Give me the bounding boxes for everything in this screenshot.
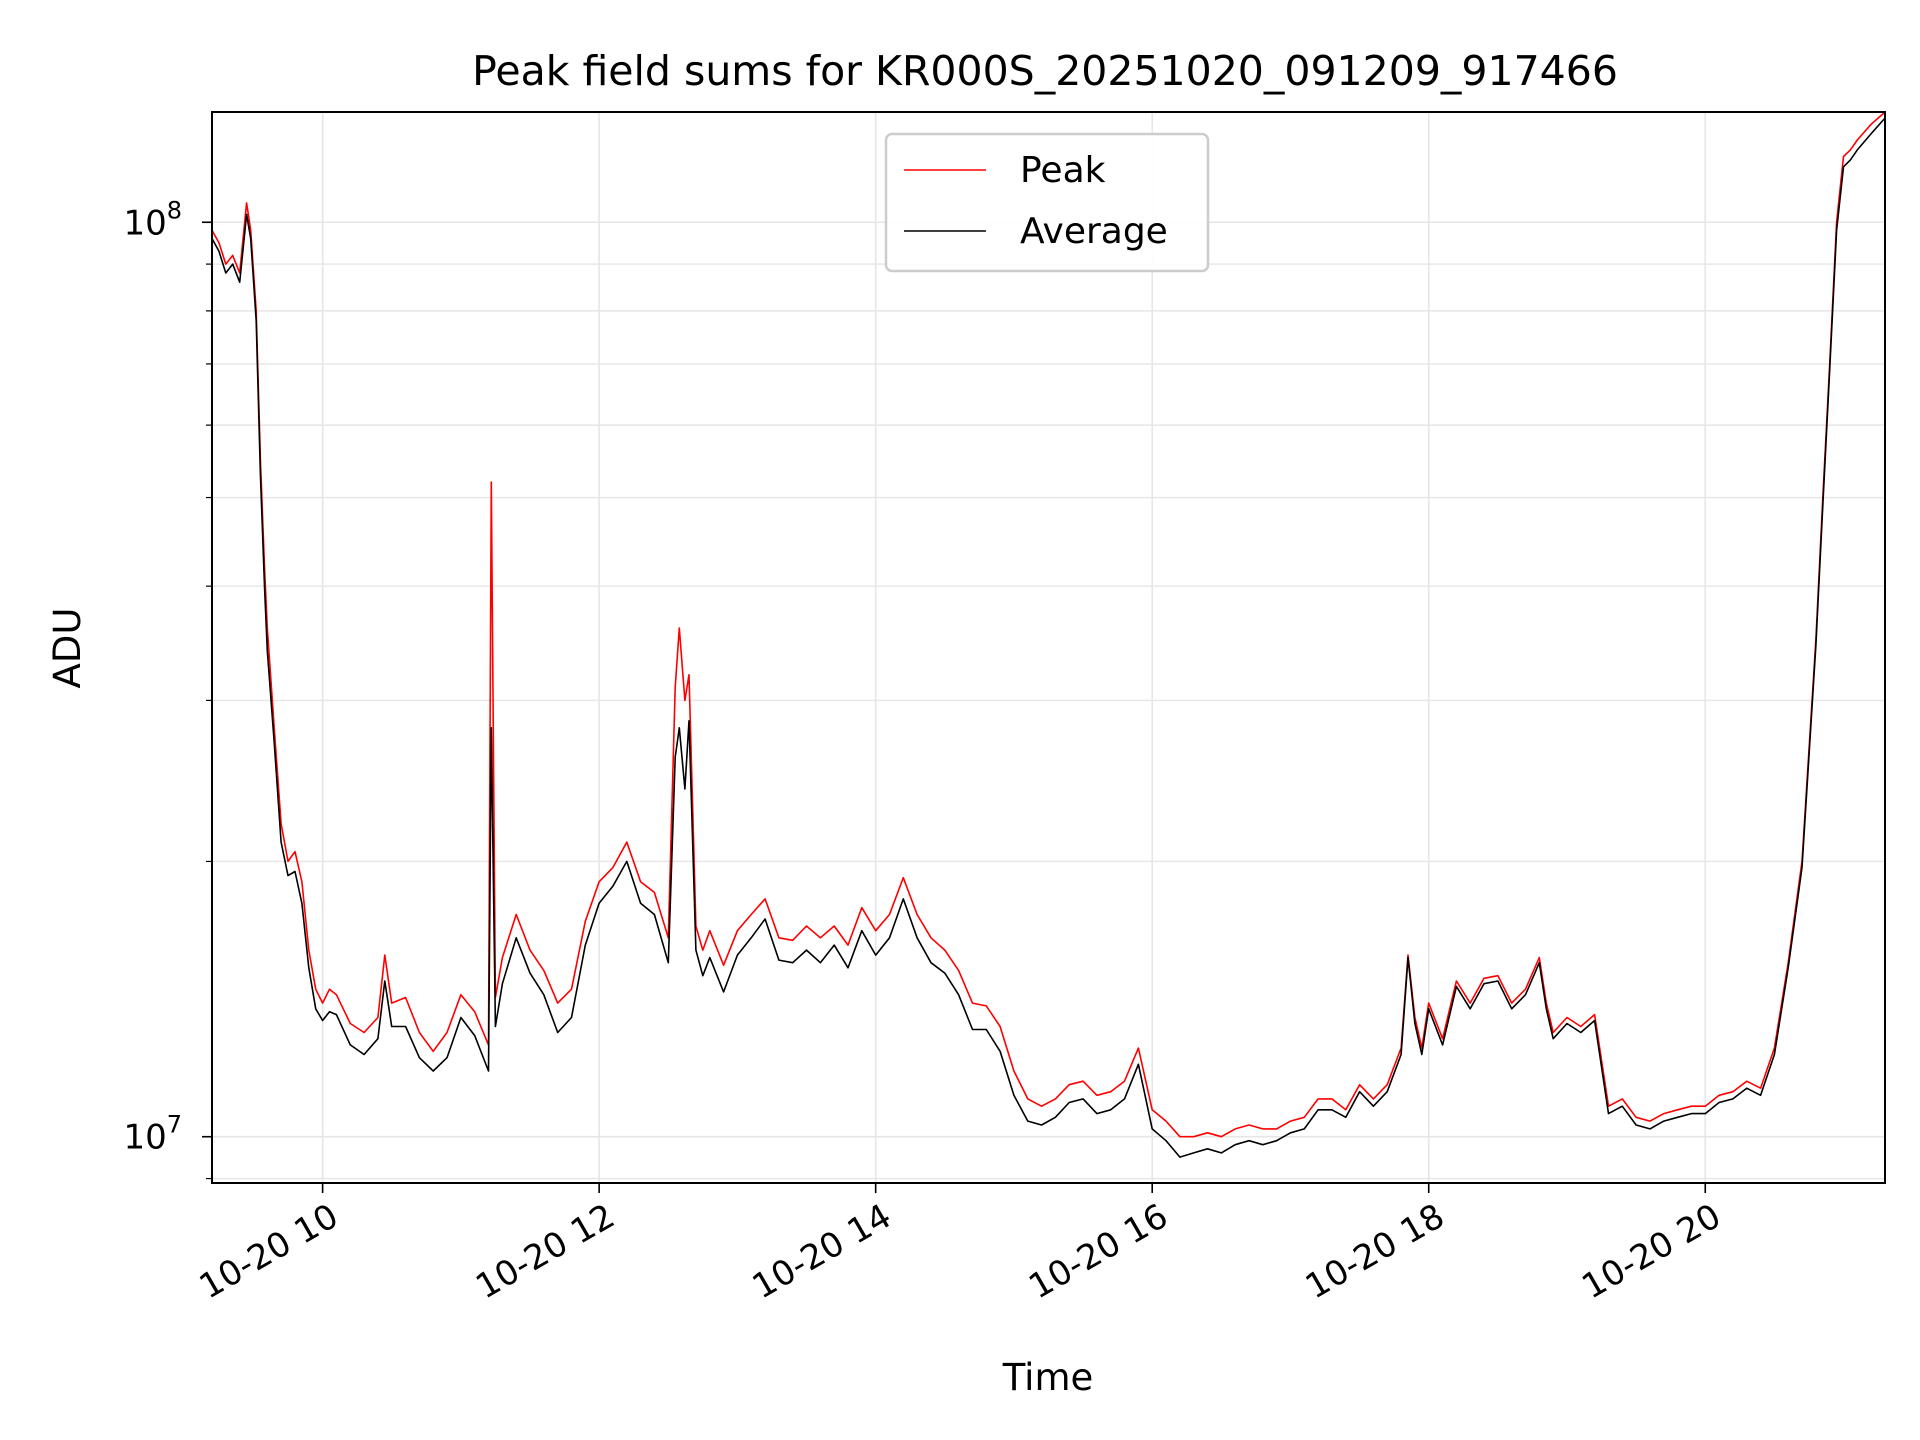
grid — [212, 112, 1885, 1183]
legend-box — [884, 132, 1210, 273]
series-line-peak — [212, 112, 1885, 1138]
y-tick-label: 108 — [123, 196, 182, 243]
legend: Peak Average — [884, 132, 1210, 273]
y-axis-label: ADU — [46, 608, 89, 689]
plot-area: 10-20 10 10-20 12 10-20 14 10-20 16 10-20 18… — [123, 111, 1886, 1307]
series-line-average — [212, 117, 1885, 1158]
legend-label-average: Average — [1020, 211, 1168, 252]
chart-title: Peak field sums for KR000S_20251020_0912… — [472, 47, 1618, 95]
x-axis-label: Time — [1002, 1356, 1094, 1399]
plot-frame — [211, 111, 1886, 1184]
series-layer — [212, 112, 1885, 1158]
legend-label-peak: Peak — [1020, 150, 1106, 191]
plot-background — [212, 112, 1885, 1183]
y-tick-label: 107 — [123, 1111, 182, 1158]
